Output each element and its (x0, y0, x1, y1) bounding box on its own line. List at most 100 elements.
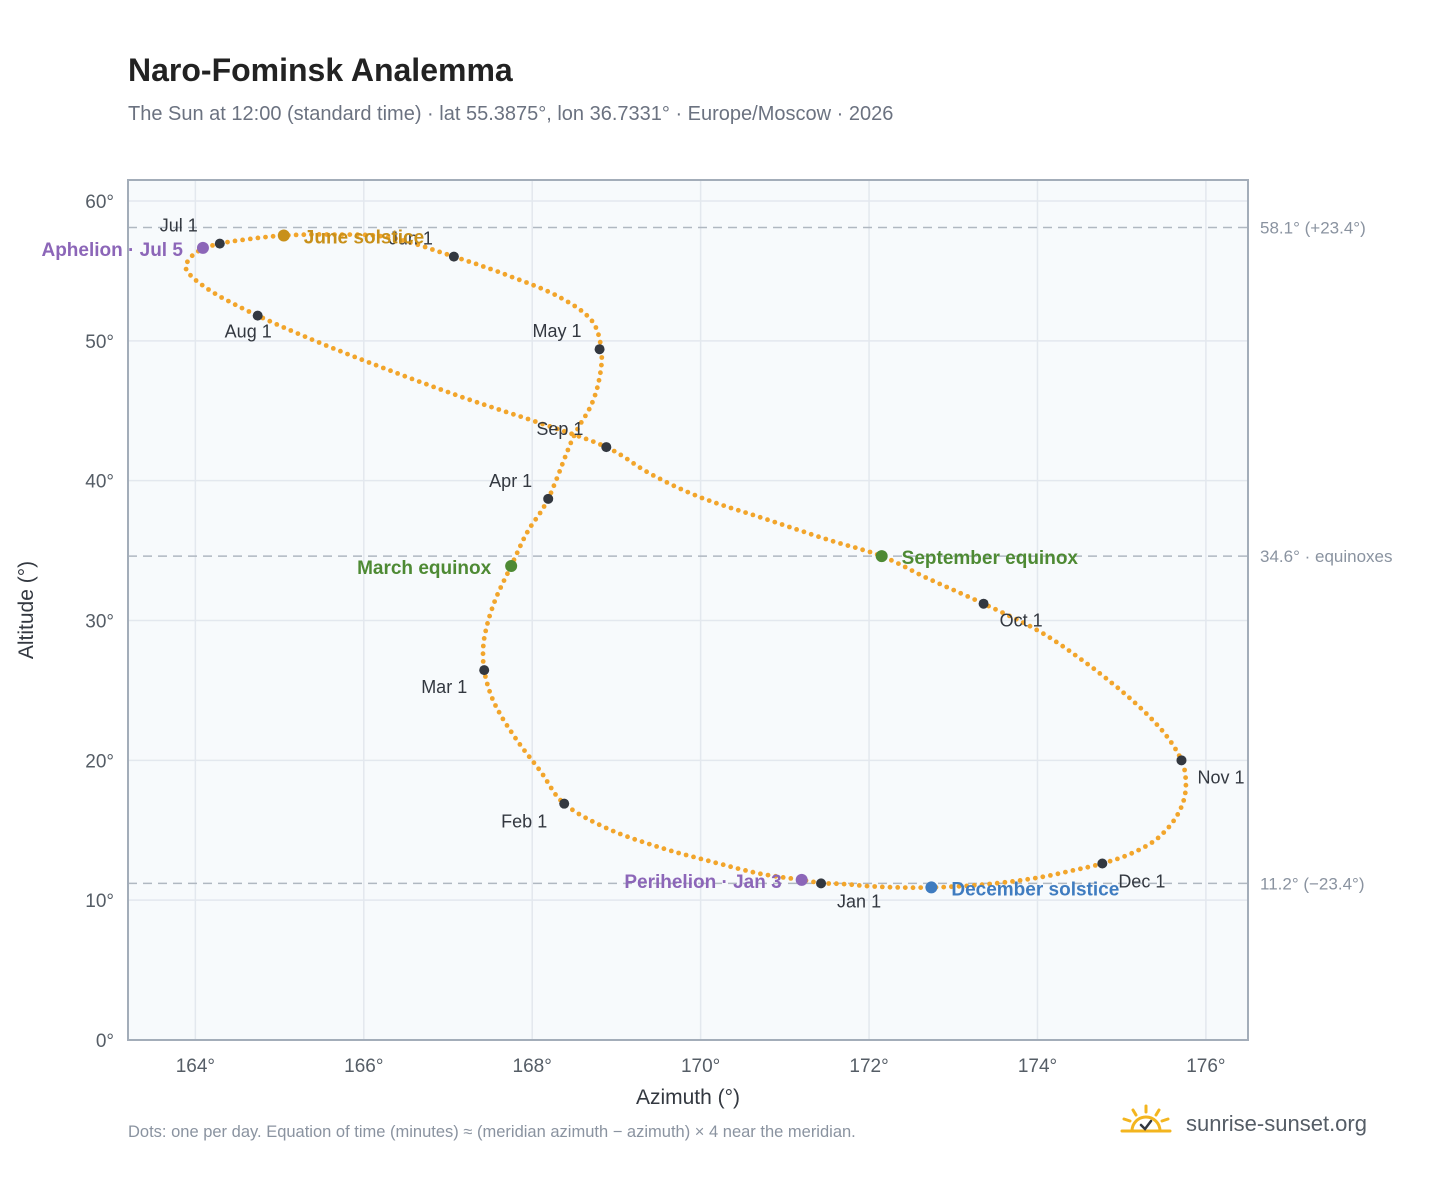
daily-sun-dot (355, 232, 360, 238)
daily-sun-dot (826, 881, 832, 886)
daily-sun-dot (444, 251, 450, 257)
daily-sun-dot (518, 543, 523, 549)
daily-sun-dot (416, 379, 422, 384)
daily-sun-dot (226, 298, 231, 304)
daily-sun-dot (505, 571, 510, 577)
daily-sun-dot (1173, 746, 1178, 752)
daily-sun-dot (1155, 835, 1161, 841)
daily-sun-dot (540, 772, 546, 778)
daily-sun-dot (484, 681, 490, 687)
month-marker (978, 598, 989, 609)
daily-sun-dot (867, 549, 873, 555)
daily-sun-dot (808, 531, 814, 537)
daily-sun-dot (596, 377, 602, 383)
daily-sun-dot (902, 564, 908, 570)
daily-sun-dot (552, 292, 558, 297)
daily-sun-dot (1020, 620, 1026, 625)
daily-sun-dot (480, 659, 486, 664)
daily-sun-dot (1048, 873, 1053, 878)
daily-sun-dot (575, 426, 580, 432)
daily-sun-dot (735, 866, 741, 871)
daily-sun-dot (631, 461, 636, 466)
reference-line-label: 58.1° (+23.4°) (1260, 219, 1366, 238)
daily-sun-dot (247, 236, 253, 242)
daily-sun-dot (1055, 871, 1061, 877)
daily-sun-dot (1143, 711, 1149, 716)
sun-logo-icon (1120, 1104, 1172, 1133)
daily-sun-dot (923, 575, 929, 580)
daily-sun-dot (517, 742, 523, 747)
daily-sun-dot (316, 232, 322, 237)
daily-sun-dot (994, 880, 1000, 886)
x-tick-label: 166° (344, 1056, 383, 1077)
daily-sun-dot (548, 785, 554, 791)
daily-sun-dot (501, 578, 507, 583)
daily-sun-dot (538, 285, 544, 291)
daily-sun-dot (402, 373, 408, 379)
y-tick-label: 50° (85, 332, 114, 353)
reference-line-label: 11.2° (−23.4°) (1260, 874, 1364, 893)
daily-sun-dot (902, 885, 908, 890)
month-marker-label: May 1 (533, 321, 582, 341)
daily-sun-dot (431, 384, 436, 390)
daily-sun-dot (918, 885, 924, 890)
daily-sun-dot (565, 447, 571, 453)
daily-sun-dot (596, 332, 601, 338)
daily-sun-dot (1041, 631, 1046, 637)
daily-sun-dot (521, 536, 527, 542)
month-marker-label: Nov 1 (1197, 767, 1244, 787)
daily-sun-dot (993, 606, 998, 612)
daily-sun-dot (1025, 876, 1031, 882)
daily-sun-dot (1097, 671, 1103, 676)
month-marker-label: Dec 1 (1118, 872, 1165, 892)
month-marker-label: Apr 1 (489, 471, 532, 491)
daily-sun-dot (1063, 869, 1068, 875)
month-marker-label: Jul 1 (160, 216, 198, 236)
daily-sun-dot (664, 480, 670, 485)
daily-sun-dot (987, 881, 992, 887)
daily-sun-dot (1115, 685, 1121, 691)
daily-sun-dot (586, 406, 592, 412)
daily-sun-dot (489, 404, 494, 410)
daily-sun-dot (1085, 864, 1091, 870)
daily-sun-dot (654, 844, 659, 849)
daily-sun-dot (1010, 879, 1015, 884)
daily-sun-dot (1121, 690, 1126, 696)
daily-sun-dot (624, 456, 630, 462)
daily-sun-dot (765, 517, 770, 523)
daily-sun-dot (1154, 722, 1160, 727)
brand[interactable]: sunrise-sunset.org (1120, 1104, 1367, 1144)
daily-sun-dot (302, 334, 308, 339)
daily-sun-dot (1181, 798, 1187, 803)
daily-sun-dot (1138, 705, 1144, 711)
daily-sun-dot (610, 828, 616, 834)
month-marker (601, 442, 612, 453)
daily-sun-dot (533, 516, 539, 522)
daily-sun-dot (699, 495, 705, 501)
daily-sun-dot (1129, 850, 1135, 856)
daily-sun-dot (1161, 830, 1167, 835)
daily-sun-dot (531, 760, 537, 766)
page-title: Naro-Fominsk Analemma (128, 52, 513, 88)
month-marker-label: Oct 1 (1000, 611, 1043, 631)
daily-sun-dot (531, 282, 536, 288)
daily-sun-dot (714, 500, 719, 506)
daily-sun-dot (644, 469, 649, 475)
daily-sun-dot (474, 399, 480, 405)
daily-sun-dot (1107, 858, 1113, 864)
daily-sun-dot (1017, 878, 1023, 883)
daily-sun-dot (1078, 866, 1083, 872)
daily-sun-dot (757, 514, 763, 520)
daily-sun-dot (1032, 875, 1038, 881)
daily-sun-dot (557, 469, 562, 474)
daily-sun-dot (293, 232, 299, 238)
daily-sun-dot (598, 370, 603, 376)
month-marker-label: Feb 1 (501, 812, 547, 832)
brand-name: sunrise-sunset.org (1186, 1111, 1367, 1136)
event-label: March equinox (357, 558, 492, 579)
daily-sun-dot (937, 581, 943, 587)
daily-sun-dot (758, 871, 763, 877)
daily-sun-dot (332, 232, 337, 238)
daily-sun-dot (516, 277, 522, 283)
